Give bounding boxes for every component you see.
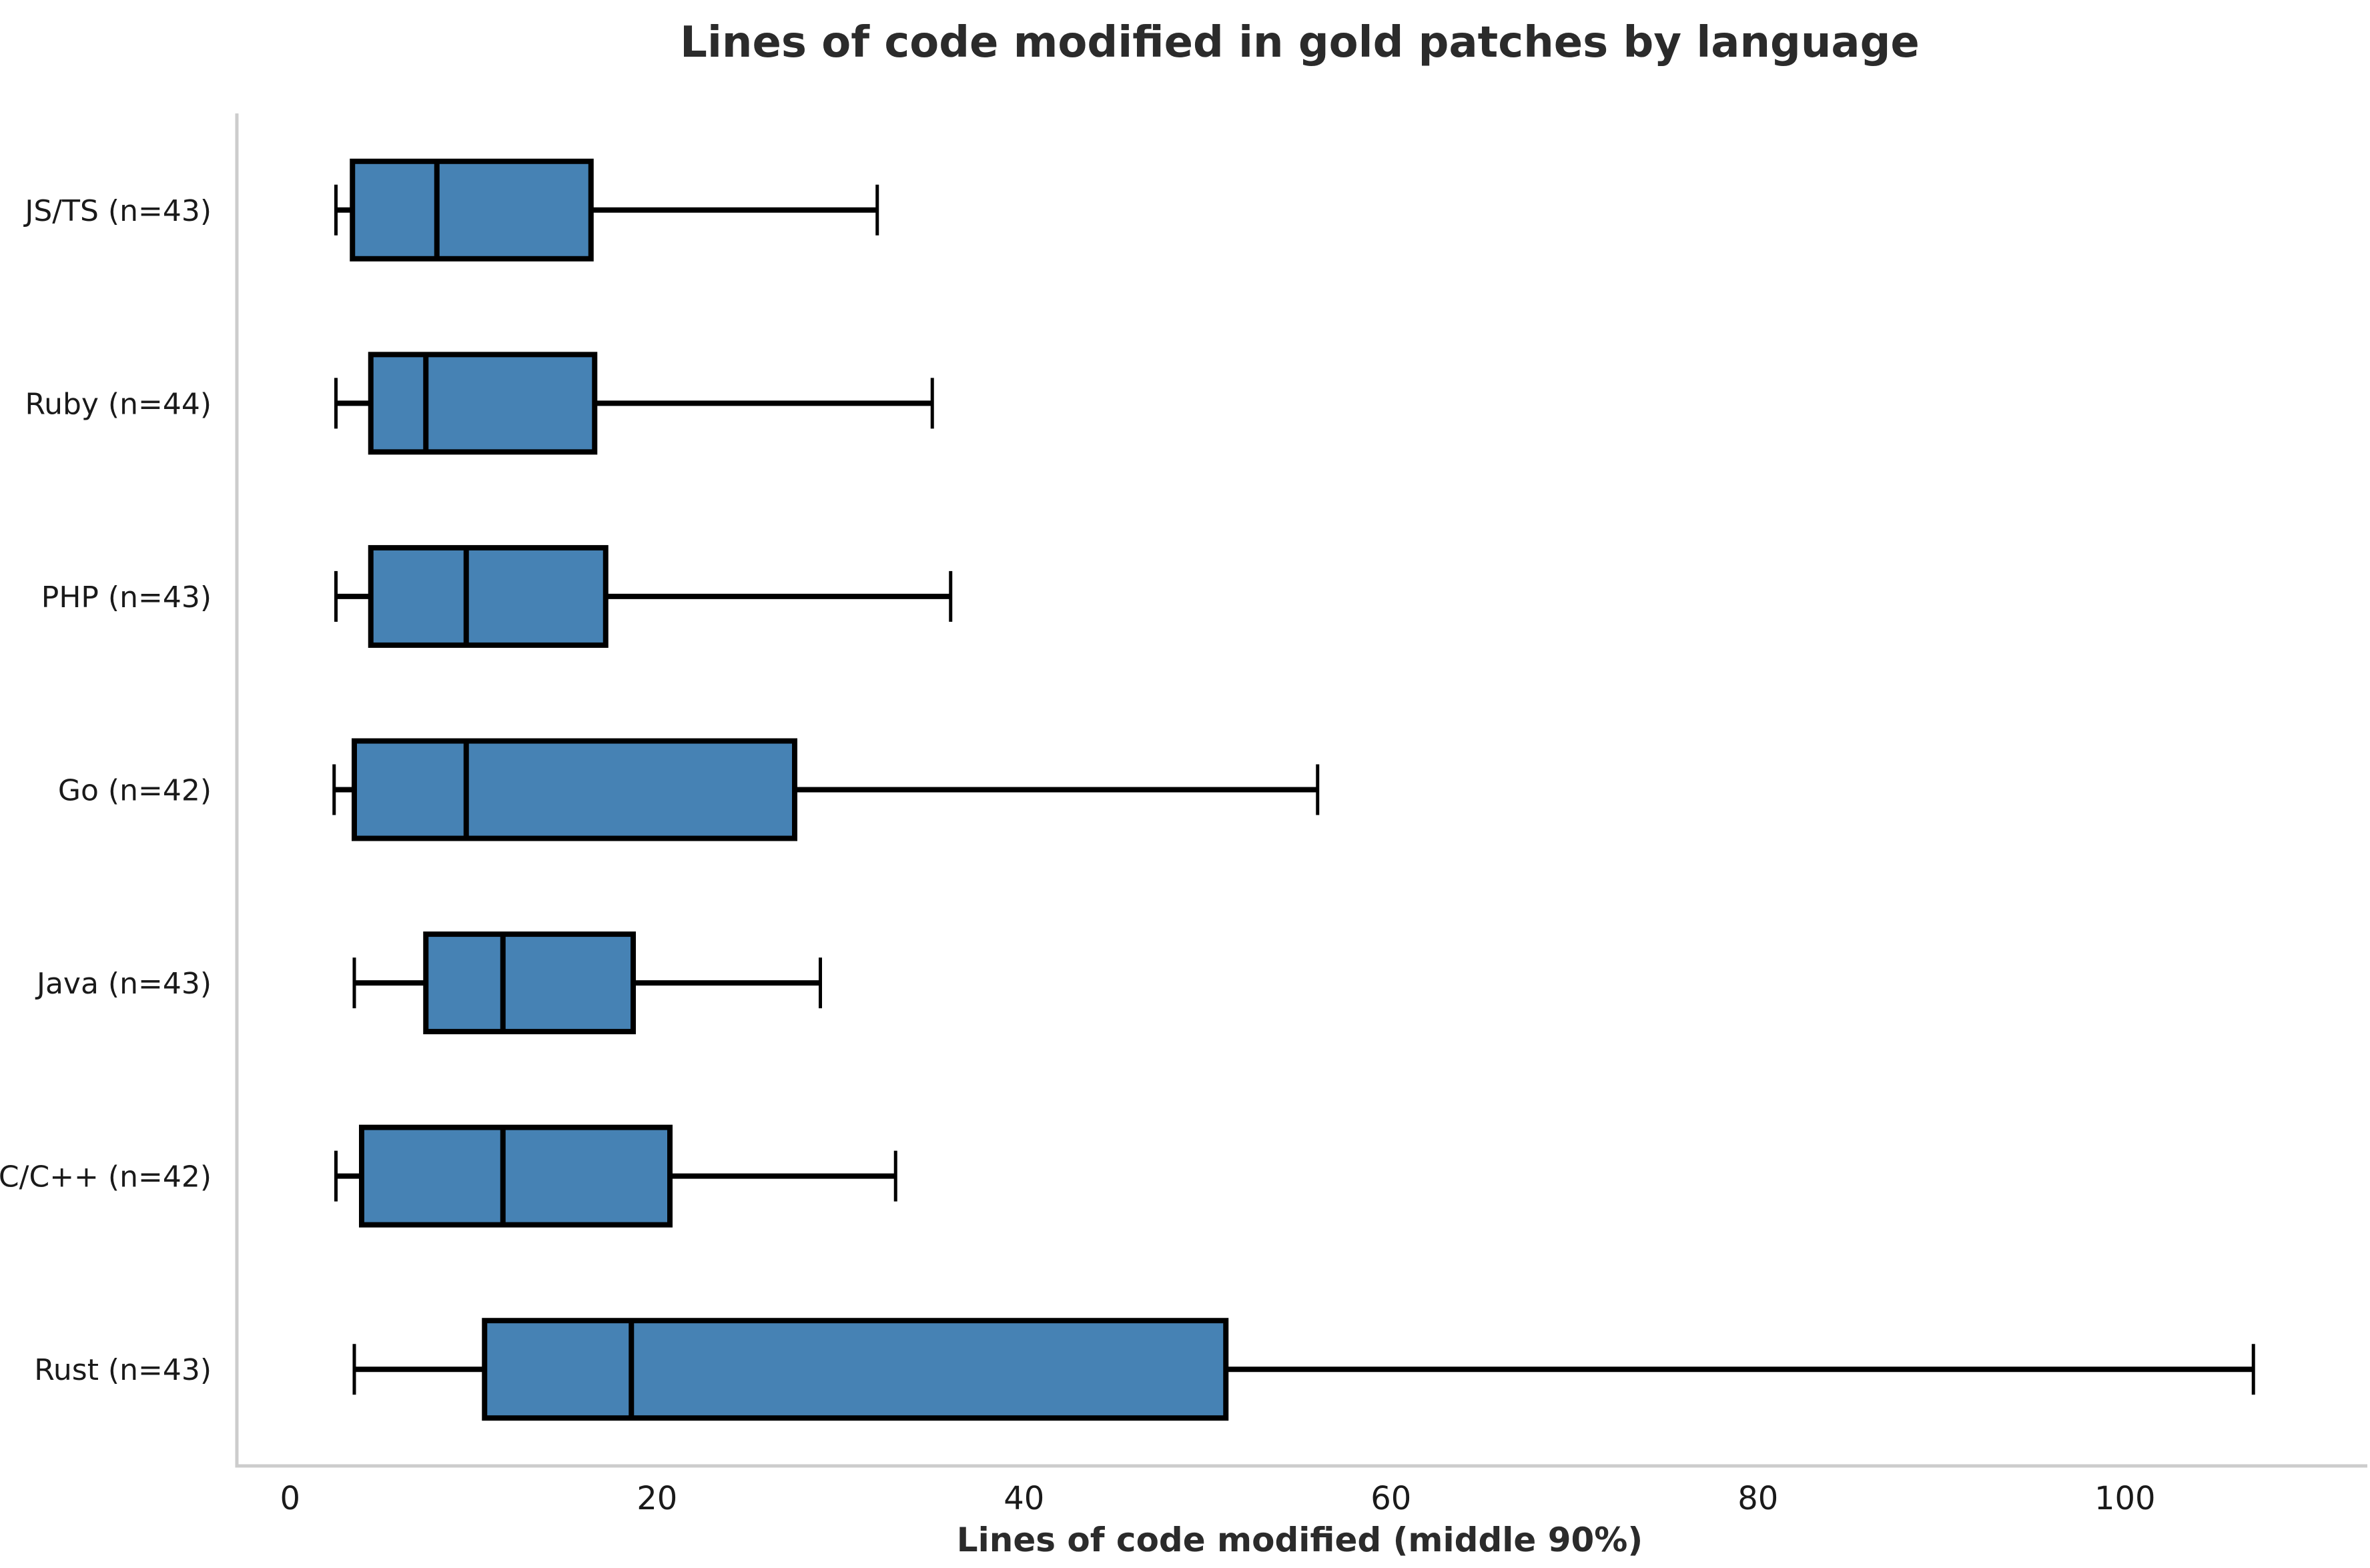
y-category-label: JS/TS (n=43) — [23, 194, 212, 228]
y-category-label: Rust (n=43) — [34, 1353, 212, 1387]
box-rect — [482, 1318, 1229, 1421]
y-category-label: Java (n=43) — [35, 967, 212, 1001]
y-category-label: Go (n=42) — [58, 774, 212, 808]
x-tick-label: 20 — [637, 1480, 677, 1517]
x-tick-label: 100 — [2094, 1480, 2156, 1517]
y-category-label: C/C++ (n=42) — [0, 1160, 212, 1194]
box-rect — [368, 544, 609, 648]
chart-title: Lines of code modified in gold patches b… — [680, 18, 1920, 67]
box-rect — [352, 738, 797, 841]
y-category-label: PHP (n=43) — [41, 580, 212, 615]
x-tick-label: 60 — [1370, 1480, 1411, 1517]
box-rect — [350, 158, 594, 262]
box-rect — [423, 931, 636, 1035]
box-rect — [359, 1124, 673, 1228]
plot-layer: 0 20 40 60 80 100 JS/TS (n=43) Ruby (n=44) PHP (… — [0, 113, 2367, 1517]
x-tick-label: 40 — [1004, 1480, 1044, 1517]
x-axis-label: Lines of code modified (middle 90%) — [957, 1521, 1643, 1559]
box-rect — [368, 352, 598, 455]
y-category-label: Ruby (n=44) — [25, 387, 212, 421]
x-tick-label: 80 — [1737, 1480, 1778, 1517]
x-tick-label: 0 — [280, 1480, 300, 1517]
